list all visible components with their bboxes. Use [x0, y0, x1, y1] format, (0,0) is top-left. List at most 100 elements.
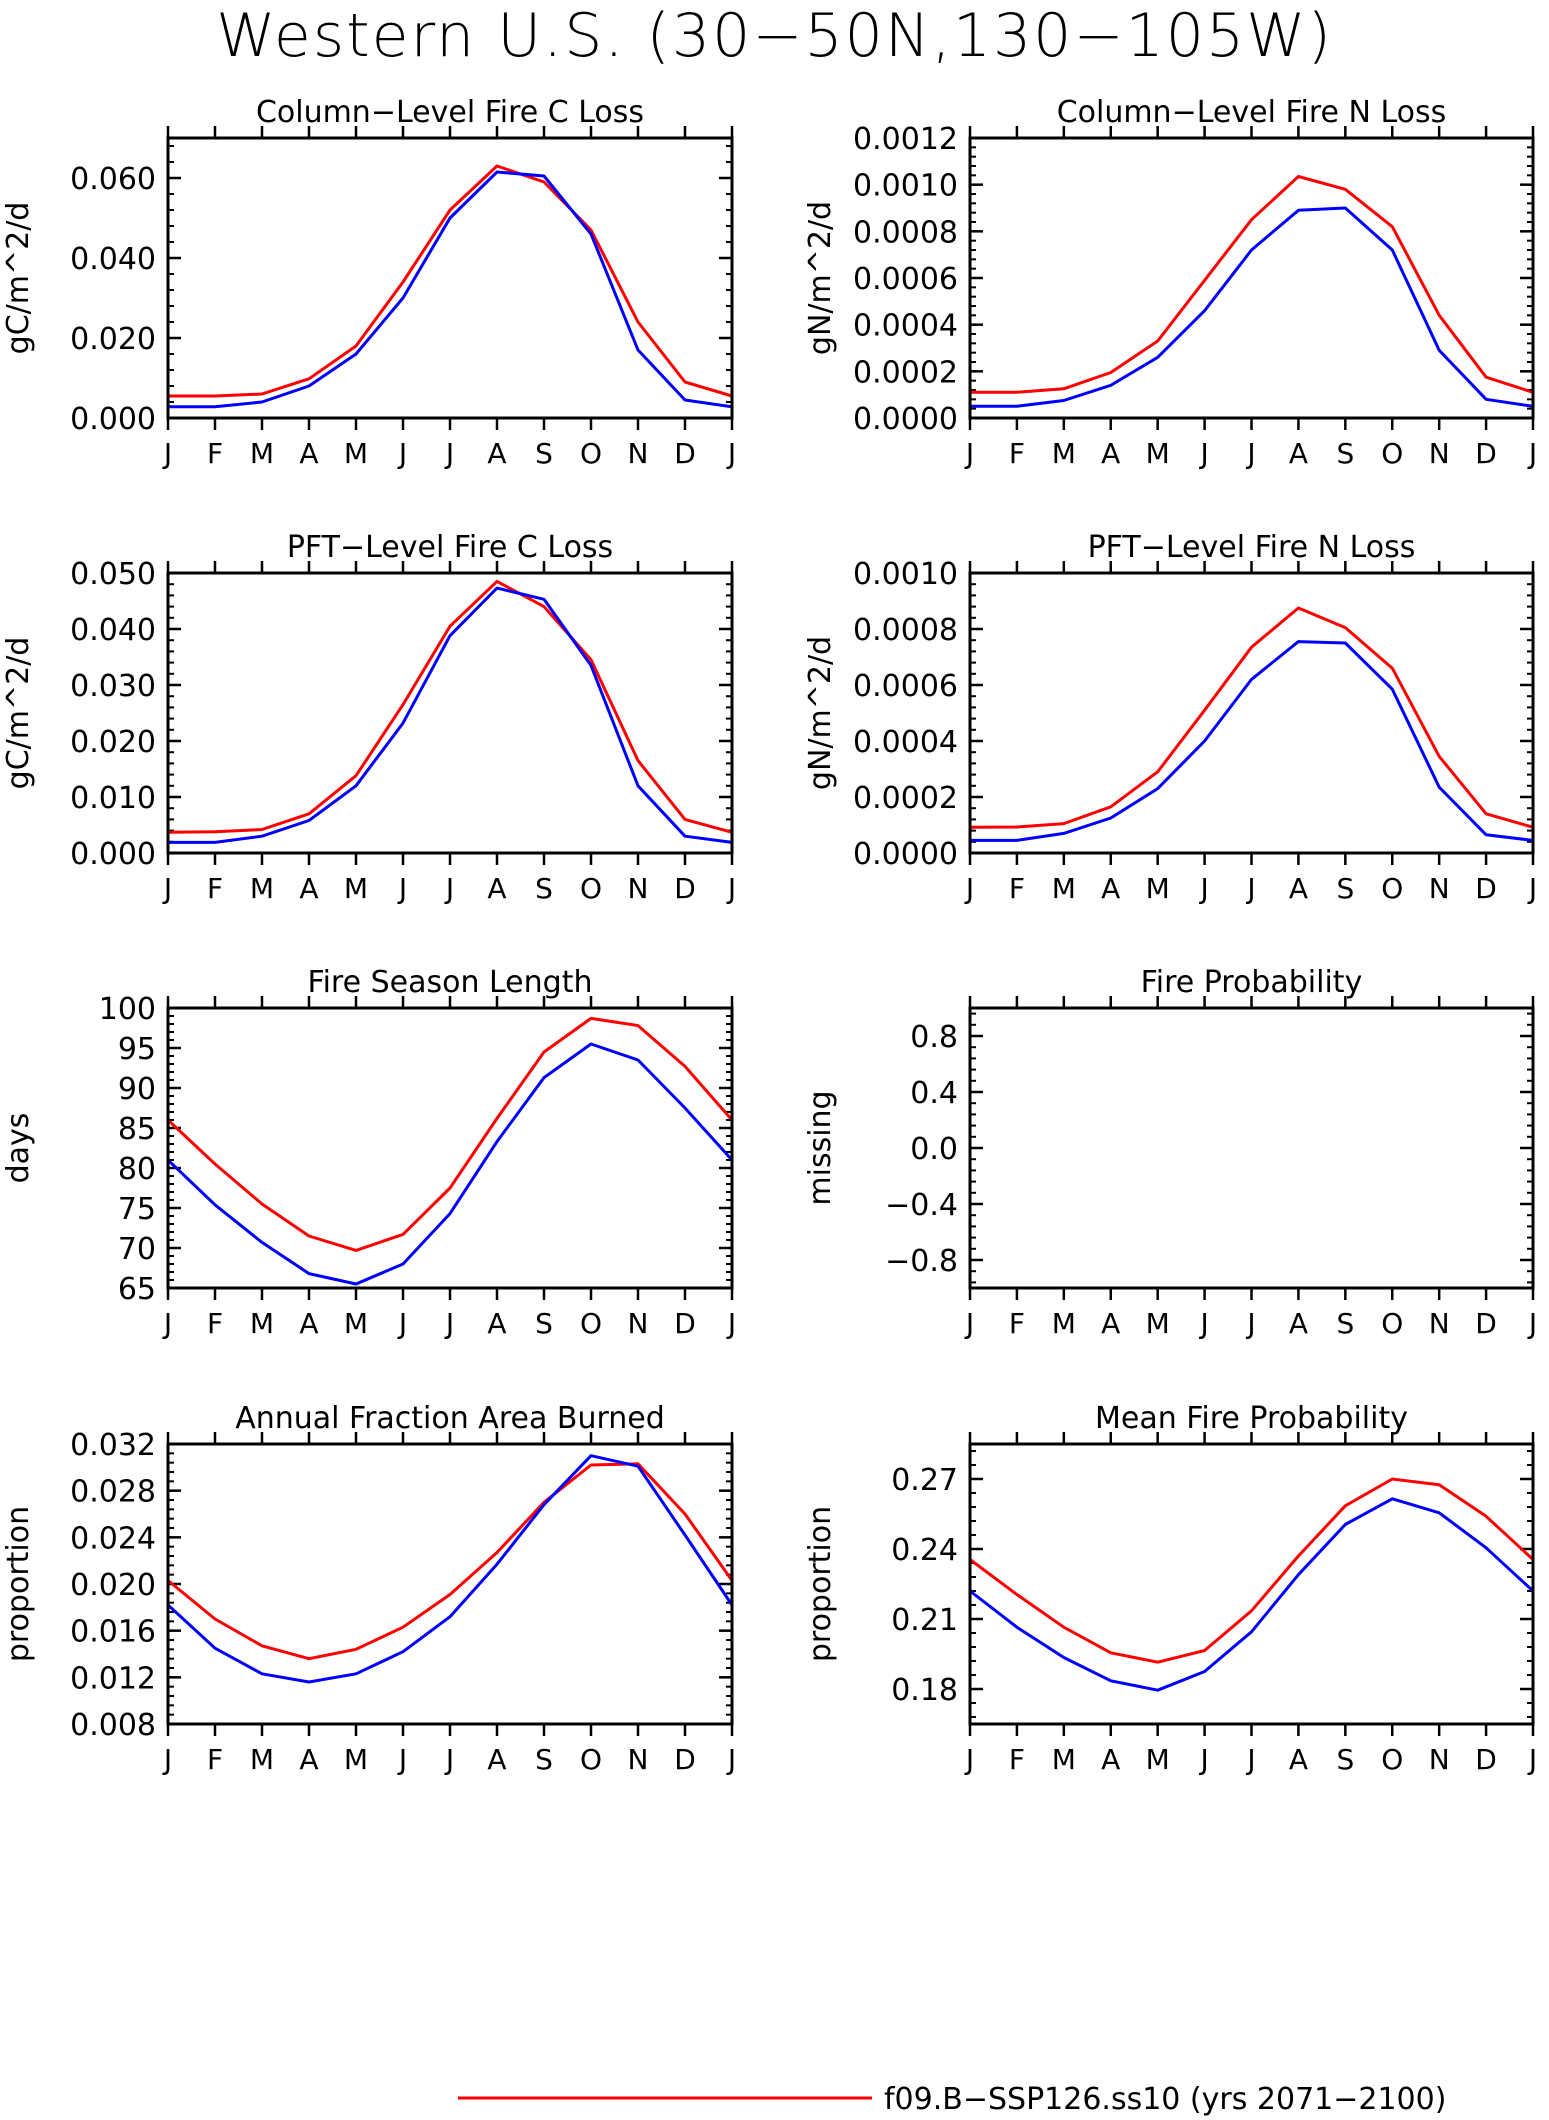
x-tick-label: F: [1009, 1743, 1025, 1776]
x-tick-label: J: [162, 872, 172, 905]
x-tick-label: O: [1381, 1743, 1403, 1776]
chart-title: PFT−Level Fire C Loss: [287, 530, 613, 565]
x-tick-label: A: [299, 437, 318, 470]
x-tick-label: D: [1475, 872, 1497, 905]
series-line-blue: [970, 640, 1534, 842]
x-tick-label: M: [250, 1743, 274, 1776]
y-tick-label: 0.028: [70, 1475, 156, 1510]
x-tick-label: J: [162, 437, 172, 470]
x-tick-label: D: [674, 1743, 696, 1776]
x-tick-label: J: [1198, 1743, 1208, 1776]
legend-label: f09.B−SSP126.ss10 (yrs 2071−2100): [884, 2082, 1446, 2117]
y-tick-label: 0.4: [910, 1076, 958, 1111]
x-tick-label: A: [1289, 1743, 1308, 1776]
x-tick-label: F: [207, 872, 223, 905]
x-tick-label: J: [1245, 1743, 1255, 1776]
y-tick-label: 0.0008: [853, 613, 958, 648]
x-tick-label: A: [1289, 1307, 1308, 1340]
plot-frame: [166, 571, 734, 855]
x-tick-label: S: [535, 1743, 553, 1776]
x-tick-label: F: [1009, 1307, 1025, 1340]
y-tick-label: 0.21: [891, 1603, 958, 1638]
plot-frame: [166, 1006, 734, 1290]
x-tick-label: F: [207, 437, 223, 470]
series-line-red: [167, 1462, 734, 1661]
x-tick-label: M: [344, 437, 368, 470]
x-tick-label: N: [628, 437, 649, 470]
x-tick-label: J: [162, 1743, 172, 1776]
x-tick-label: A: [1289, 437, 1308, 470]
y-tick-label: 0.040: [70, 242, 156, 277]
y-tick-label: 85: [118, 1112, 156, 1147]
y-tick-label: 0.030: [70, 669, 156, 704]
series-line-red: [166, 1016, 734, 1252]
y-tick-label: 65: [118, 1272, 156, 1307]
x-tick-label: A: [1101, 1743, 1120, 1776]
x-tick-label: M: [1052, 872, 1076, 905]
plot-frame: [166, 1442, 734, 1726]
x-tick-label: A: [1289, 872, 1308, 905]
chart-title: Fire Probability: [1141, 965, 1363, 1000]
x-tick-label: O: [580, 1307, 602, 1340]
x-tick-label: M: [250, 872, 274, 905]
plot-frame: [968, 1442, 1535, 1726]
x-tick-label: J: [1198, 1307, 1208, 1340]
y-tick-label: 0.008: [70, 1708, 156, 1743]
x-tick-label: J: [726, 1307, 736, 1340]
y-tick-label: 0.0002: [853, 355, 958, 390]
x-tick-label: J: [1245, 872, 1255, 905]
x-tick-label: O: [1381, 872, 1403, 905]
y-tick-label: 0.032: [70, 1428, 156, 1463]
x-tick-label: O: [580, 872, 602, 905]
x-tick-label: M: [1146, 1307, 1170, 1340]
x-tick-label: J: [1245, 1307, 1255, 1340]
y-tick-label: 0.0006: [853, 669, 958, 704]
x-tick-label: N: [1429, 437, 1450, 470]
x-tick-label: D: [674, 872, 696, 905]
x-tick-label: M: [1146, 872, 1170, 905]
y-tick-label: 0.060: [70, 162, 156, 197]
x-tick-label: N: [1429, 872, 1450, 905]
y-tick-label: −0.4: [885, 1188, 958, 1223]
x-tick-label: F: [207, 1307, 223, 1340]
y-tick-label: 0.020: [70, 1568, 156, 1603]
y-tick-label: 0.18: [891, 1673, 958, 1708]
x-tick-label: S: [1336, 1307, 1354, 1340]
chart-title: Column−Level Fire N Loss: [1057, 95, 1447, 130]
x-tick-label: J: [1527, 437, 1537, 470]
x-tick-label: F: [207, 1743, 223, 1776]
y-tick-label: 0.0004: [853, 309, 958, 344]
x-tick-label: F: [1009, 872, 1025, 905]
chart-title: Fire Season Length: [308, 965, 593, 1000]
chart-title: Annual Fraction Area Burned: [235, 1401, 665, 1436]
series-line-red: [969, 1477, 1535, 1664]
series-line-blue: [166, 1454, 734, 1684]
x-tick-label: J: [162, 1307, 172, 1340]
x-tick-label: J: [726, 872, 736, 905]
y-tick-label: 0.0000: [853, 837, 958, 872]
figure-title-wrap: Western U.S. (30−50N,130−105W): [0, 0, 1549, 80]
y-axis-label: missing: [803, 1090, 838, 1205]
series-line-red: [970, 175, 1534, 394]
x-tick-label: N: [628, 1307, 649, 1340]
x-tick-label: N: [628, 1743, 649, 1776]
series-line-blue: [168, 586, 733, 844]
y-tick-label: 70: [118, 1232, 156, 1267]
y-tick-label: 0.8: [910, 1020, 958, 1055]
series-line-red: [167, 579, 733, 834]
x-tick-label: J: [1245, 437, 1255, 470]
x-tick-label: J: [444, 1743, 454, 1776]
series-line-blue: [168, 170, 733, 409]
x-tick-label: J: [964, 1743, 974, 1776]
x-tick-label: A: [487, 437, 506, 470]
y-tick-label: 0.020: [70, 725, 156, 760]
chart-title: Column−Level Fire C Loss: [256, 95, 644, 130]
x-tick-label: J: [444, 872, 454, 905]
series-line-red: [168, 164, 733, 398]
x-tick-label: M: [1052, 1743, 1076, 1776]
x-tick-label: D: [1475, 437, 1497, 470]
